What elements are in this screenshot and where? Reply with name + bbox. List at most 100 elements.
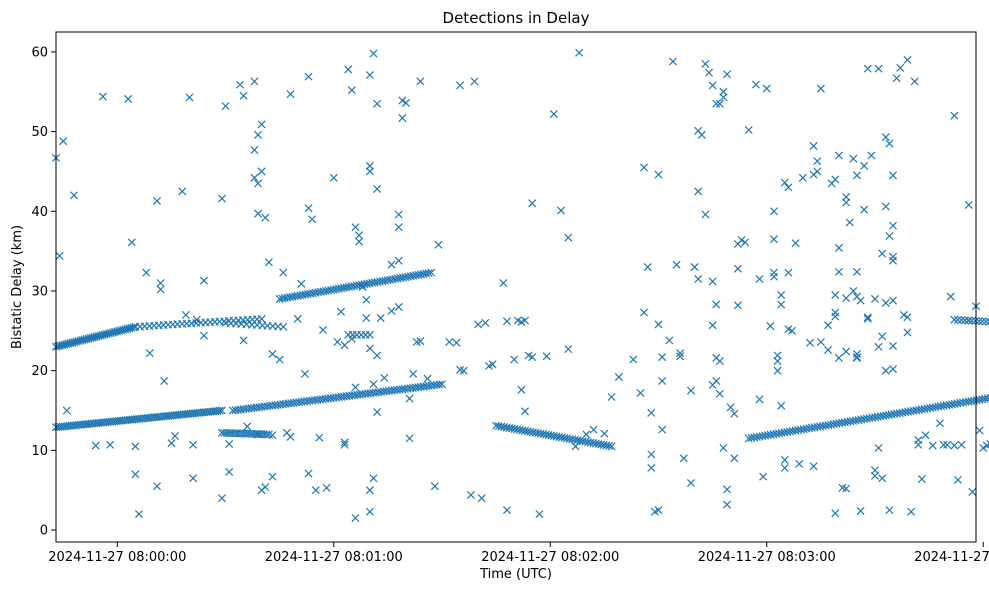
data-point-378 [129,323,138,332]
data-point-727 [629,355,638,364]
data-point-694 [459,366,468,375]
data-point-653 [362,295,371,304]
data-point-859 [878,332,887,341]
data-point-730 [640,163,649,172]
y-tick-label-3: 30 [31,284,48,299]
data-point-772 [719,443,728,452]
data-point-661 [369,49,378,58]
data-point-625 [279,268,288,277]
data-point-620 [264,258,273,267]
data-point-658 [369,380,378,389]
data-point-174 [438,380,447,389]
data-point-682 [405,394,414,403]
data-point-631 [304,469,313,478]
data-point-746 [676,349,685,358]
data-point-846 [856,296,865,305]
data-point-843 [852,349,861,358]
data-point-802 [787,326,797,335]
data-point-870 [888,221,898,230]
data-point-716 [549,110,558,119]
data-point-633 [304,72,313,81]
data-point-737 [654,170,663,179]
x-tick-label-1: 2024-11-27 08:01:00 [265,550,403,565]
data-point-577 [124,94,133,103]
data-point-765 [712,300,721,309]
data-point-821 [831,175,840,184]
data-point-819 [824,321,833,330]
data-point-665 [369,474,378,483]
data-point-713 [528,199,537,208]
data-point-712 [528,353,537,362]
data-point-814 [813,167,822,176]
data-point-779 [733,264,742,273]
data-point-803 [784,183,793,192]
data-point-904 [986,439,989,449]
data-point-601 [221,102,230,111]
data-point-861 [881,133,890,142]
data-point-786 [755,395,764,404]
data-point-898 [964,200,973,209]
data-point-680 [401,98,410,107]
data-point-797 [777,300,786,309]
data-point-638 [318,326,328,335]
data-point-634 [304,204,313,213]
data-point-604 [235,80,245,89]
data-point-662 [365,71,374,80]
data-point-791 [769,268,778,277]
data-point-669 [373,351,382,360]
data-point-671 [380,373,389,382]
data-point-852 [867,151,876,160]
data-point-817 [816,337,825,347]
data-point-570 [59,137,68,146]
data-point-773 [723,485,732,494]
data-point-624 [275,355,284,364]
x-tick-label-3: 2024-11-27 08:03:00 [698,550,836,565]
data-point-827 [834,267,843,276]
data-point-667 [351,514,360,523]
data-point-674 [394,302,403,311]
data-point-640 [329,173,338,182]
data-point-756 [701,59,710,68]
data-point-853 [870,294,880,303]
data-point-652 [358,282,367,292]
data-point-643 [340,341,349,350]
data-point-491 [967,316,976,325]
data-point-899 [968,487,977,496]
data-point-896 [957,440,966,449]
data-point-605 [239,91,248,100]
data-point-873 [888,296,898,305]
data-point-73 [215,406,224,415]
data-point-717 [557,206,566,215]
data-point-770 [715,357,724,366]
data-point-754 [697,130,706,139]
axes-layer: 2024-11-27 08:00:00 2024-11-27 08:01:00 20… [31,45,989,565]
data-point-863 [878,249,887,258]
data-point-826 [834,243,843,252]
data-point-623 [268,472,277,481]
data-point-732 [647,450,656,459]
data-point-750 [690,263,699,272]
data-point-616 [261,213,270,222]
data-point-582 [142,268,151,277]
data-point-759 [712,99,721,108]
data-point-882 [907,507,916,516]
data-point-595 [189,440,198,449]
data-point-901 [975,426,984,435]
data-point-824 [831,509,840,518]
data-point-592 [181,310,190,319]
data-point-584 [152,196,162,205]
data-point-670 [376,314,385,323]
data-point-741 [658,425,667,434]
data-point-676 [394,223,403,232]
data-point-579 [131,470,140,479]
data-point-615 [254,209,263,218]
data-point-608 [250,77,259,86]
data-point-738 [654,506,663,515]
data-point-714 [535,510,544,519]
data-point-874 [888,365,898,374]
data-point-845 [856,506,865,515]
data-point-572 [70,191,79,200]
data-point-645 [347,86,356,95]
data-point-867 [885,231,894,241]
data-point-751 [694,275,703,284]
